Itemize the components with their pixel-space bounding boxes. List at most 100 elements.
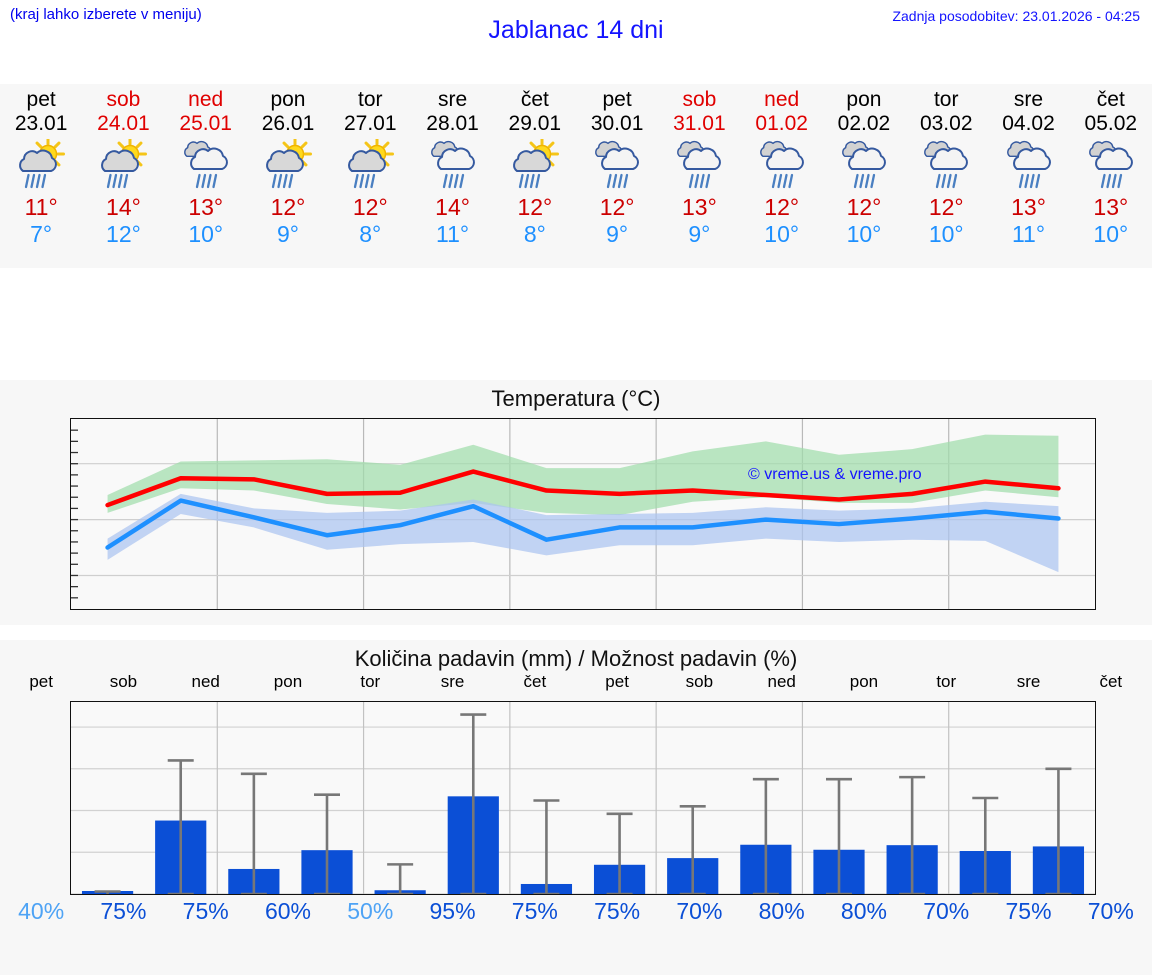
precipitation-day-label: pon — [849, 672, 879, 691]
day-forecast-cell[interactable]: sre 04.02 13° 11° — [987, 84, 1069, 268]
max-temperature-label: 12° — [352, 194, 388, 220]
max-temperature-label: 12° — [928, 194, 964, 220]
temperature-chart-svg — [71, 419, 1095, 609]
day-of-week-label: ned — [188, 88, 224, 111]
day-forecast-cell[interactable]: tor 27.01 12° 8° — [329, 84, 411, 268]
page-title: Jablanac 14 dni — [488, 16, 664, 44]
cloud-rain-icon — [586, 138, 648, 194]
copyright-label: © vreme.us & vreme.pro — [748, 466, 922, 483]
day-forecast-cell[interactable]: sob 24.01 14° 12° — [82, 84, 164, 268]
daily-forecast-strip: pet 23.01 11° 7° sob 24.01 14° 12° ned 25.01 13° 10… — [0, 84, 1152, 268]
day-forecast-cell[interactable]: pet 23.01 11° 7° — [0, 84, 82, 268]
day-forecast-cell[interactable]: sob 31.01 13° 9° — [658, 84, 740, 268]
day-of-week-label: pet — [26, 88, 56, 111]
day-date-label: 04.02 — [1002, 112, 1055, 135]
precipitation-probability-label: 75% — [511, 898, 558, 924]
day-date-label: 02.02 — [837, 112, 891, 135]
day-of-week-label: sre — [437, 88, 468, 111]
day-date-label: 26.01 — [261, 112, 315, 135]
precipitation-day-labels: pet sob ned pon tor sre čet pet sob ned pon tor sre č… — [0, 672, 1152, 692]
precipitation-probability-label: 75% — [182, 898, 229, 924]
day-forecast-cell[interactable]: ned 01.02 12° 10° — [741, 84, 823, 268]
precipitation-day-label: pet — [605, 672, 629, 691]
max-temperature-label: 12° — [599, 194, 635, 220]
day-of-week-label: ned — [764, 88, 800, 111]
min-temperature-label: 9° — [606, 221, 629, 247]
precipitation-day-label: sob — [685, 672, 714, 691]
cloud-rain-icon — [1080, 138, 1142, 194]
day-date-label: 28.01 — [426, 112, 479, 135]
temperature-series-line — [105, 469, 1061, 508]
precipitation-chart-svg — [71, 702, 1095, 894]
precipitation-day-label: čet — [523, 672, 547, 691]
precipitation-day-label: sob — [109, 672, 138, 691]
max-temperature-label: 13° — [682, 194, 717, 220]
max-temperature-label: 12° — [270, 194, 306, 220]
day-forecast-cell[interactable]: pet 30.01 12° 9° — [576, 84, 658, 268]
min-temperature-label: 9° — [276, 221, 299, 247]
precipitation-probability-label: 75% — [1005, 898, 1052, 924]
temperature-panel: Temperatura (°C) 51015 — [0, 380, 1152, 963]
sun-cloud-rain-icon — [504, 138, 566, 194]
max-temperature-label: 14° — [106, 194, 141, 220]
max-temperature-label: 13° — [1093, 194, 1129, 220]
day-forecast-cell[interactable]: čet 05.02 13° 10° — [1070, 84, 1152, 268]
min-temperature-label: 9° — [688, 221, 711, 247]
day-of-week-label: pon — [270, 88, 306, 111]
min-temperature-label: 11° — [436, 221, 470, 247]
min-temperature-label: 12° — [106, 221, 141, 247]
day-forecast-cell[interactable]: sre 28.01 14° 11° — [411, 84, 493, 268]
precipitation-day-label: tor — [936, 672, 957, 691]
temperature-chart-title: Temperatura (°C) — [491, 386, 661, 411]
cloud-rain-icon — [668, 138, 730, 194]
sun-cloud-rain-icon — [257, 138, 319, 194]
menu-hint-link[interactable]: (kraj lahko izberete v meniju) — [10, 6, 202, 23]
min-temperature-label: 7° — [30, 221, 53, 247]
max-temperature-label: 12° — [846, 194, 882, 220]
day-date-label: 27.01 — [343, 112, 397, 135]
precipitation-day-label: pon — [273, 672, 303, 691]
precipitation-probability-label: 75% — [100, 898, 147, 924]
precipitation-probability-label: 70% — [923, 898, 970, 924]
min-temperature-label: 11° — [1011, 221, 1046, 247]
day-date-label: 29.01 — [508, 112, 562, 135]
precipitation-day-label: sre — [440, 672, 465, 691]
day-date-label: 30.01 — [590, 112, 644, 135]
precipitation-probability-label: 80% — [840, 898, 887, 924]
precipitation-probability-label: 40% — [18, 898, 65, 924]
day-forecast-cell[interactable]: pon 26.01 12° 9° — [247, 84, 329, 268]
day-date-label: 25.01 — [179, 112, 232, 135]
precipitation-day-label: ned — [767, 672, 796, 691]
day-date-label: 23.01 — [14, 112, 68, 135]
precipitation-day-label: tor — [360, 672, 381, 691]
day-forecast-cell[interactable]: tor 03.02 12° 10° — [905, 84, 987, 268]
min-temperature-label: 10° — [928, 221, 964, 247]
day-forecast-cell[interactable]: čet 29.01 12° 8° — [494, 84, 576, 268]
precipitation-day-label: ned — [191, 672, 220, 691]
precipitation-day-label: pet — [29, 672, 53, 691]
day-date-label: 31.01 — [673, 112, 726, 135]
last-updated-label: Zadnja posodobitev: 23.01.2026 - 04:25 — [892, 8, 1140, 24]
day-of-week-label: tor — [933, 88, 959, 111]
day-of-week-label: sob — [682, 88, 717, 111]
temperature-series-line — [105, 498, 1061, 550]
sun-cloud-rain-icon — [339, 138, 401, 194]
day-forecast-cell[interactable]: pon 02.02 12° 10° — [823, 84, 905, 268]
precipitation-day-label: sre — [1016, 672, 1041, 691]
max-temperature-label: 14° — [435, 194, 470, 220]
cloud-rain-icon — [998, 138, 1060, 194]
min-temperature-label: 10° — [188, 221, 224, 247]
precipitation-probability-label: 50% — [347, 898, 394, 924]
temperature-plot-area — [70, 418, 1096, 610]
precipitation-probability-labels: 40% 75% 75% 60% 50% 95% 75% 75% 70% 80% 80% 70% 75% 7… — [0, 898, 1152, 925]
day-of-week-label: tor — [358, 88, 383, 111]
precipitation-probability-label: 75% — [594, 898, 641, 924]
min-temperature-label: 10° — [764, 221, 800, 247]
max-temperature-label: 13° — [1011, 194, 1046, 220]
day-forecast-cell[interactable]: ned 25.01 13° 10° — [165, 84, 247, 268]
precipitation-plot-area — [70, 701, 1096, 895]
precipitation-day-label: čet — [1099, 672, 1123, 691]
day-date-label: 03.02 — [919, 112, 973, 135]
sun-cloud-rain-icon — [10, 138, 72, 194]
precipitation-probability-label: 60% — [264, 898, 311, 924]
